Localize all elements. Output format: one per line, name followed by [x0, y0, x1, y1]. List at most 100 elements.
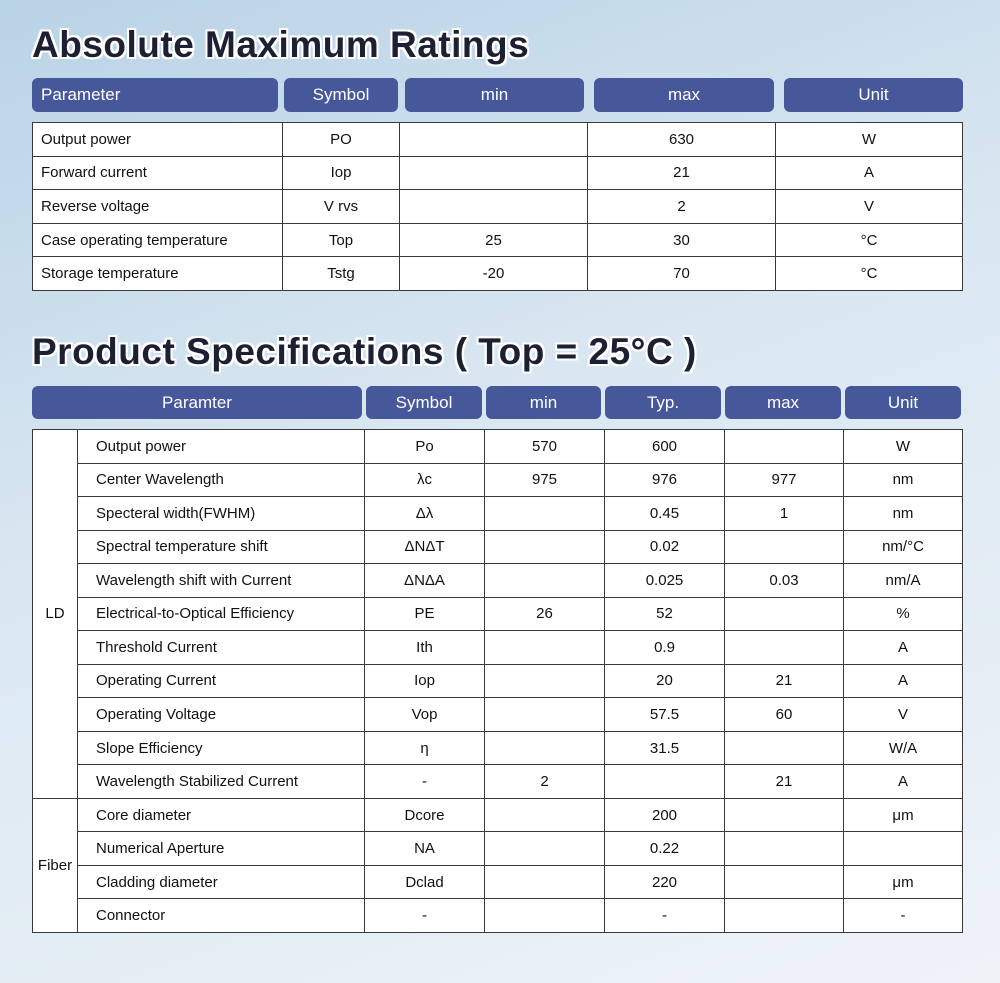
table-cell: - [364, 764, 485, 799]
table-cell: 2 [587, 189, 776, 224]
table-cell: 220 [604, 864, 725, 900]
table-cell: η [364, 730, 485, 766]
group-label: LD [32, 429, 78, 799]
table-cell: 0.02 [604, 529, 725, 565]
table-cell: Case operating temperature [32, 222, 283, 258]
table-cell: Operating Voltage [77, 697, 365, 732]
table-cell: 570 [484, 429, 605, 464]
table-cell: Forward current [32, 155, 283, 191]
table-cell: Specteral width(FWHM) [77, 496, 365, 531]
table-cell: 70 [587, 256, 776, 291]
table-cell [484, 496, 605, 531]
table-cell: Iop [282, 155, 400, 191]
header-cell: Symbol [366, 386, 482, 419]
table-cell [399, 189, 588, 224]
header-cell: Symbol [284, 78, 398, 112]
table-cell: 25 [399, 222, 588, 258]
table-cell [484, 630, 605, 665]
table-cell: NA [364, 831, 485, 866]
table-cell: 976 [604, 462, 725, 498]
table-cell: Reverse voltage [32, 189, 283, 224]
table-cell: ΔNΔA [364, 563, 485, 598]
table-cell: 0.025 [604, 563, 725, 598]
table-cell: - [604, 898, 725, 933]
table-cell: 975 [484, 462, 605, 498]
table-cell: 977 [724, 462, 844, 498]
table-cell [843, 831, 963, 866]
table-cell [724, 596, 844, 632]
table-cell: V [775, 189, 963, 224]
table-cell: 600 [604, 429, 725, 464]
table-cell: Spectral temperature shift [77, 529, 365, 565]
table-cell: nm [843, 496, 963, 531]
table-cell: 21 [724, 663, 844, 699]
section-title: Product Specifications ( Top = 25°C ) [32, 331, 697, 372]
table-cell: Dcore [364, 797, 485, 833]
table-cell: A [843, 663, 963, 699]
table-cell: 57.5 [604, 697, 725, 732]
table-cell: PO [282, 122, 400, 157]
table-cell: V rvs [282, 189, 400, 224]
table-cell [604, 764, 725, 799]
table-cell: A [775, 155, 963, 191]
table-cell: % [843, 596, 963, 632]
table-cell: 20 [604, 663, 725, 699]
table-cell: 26 [484, 596, 605, 632]
table-cell: nm/°C [843, 529, 963, 565]
header-cell: Paramter [32, 386, 362, 419]
header-cell: min [486, 386, 601, 419]
table-cell: - [364, 898, 485, 933]
table-cell: 31.5 [604, 730, 725, 766]
table-cell: 0.9 [604, 630, 725, 665]
table-cell: Output power [32, 122, 283, 157]
table-cell: W [843, 429, 963, 464]
header-cell: Parameter [32, 78, 278, 112]
header-cell: min [405, 78, 584, 112]
table-cell: Center Wavelength [77, 462, 365, 498]
table-cell [484, 563, 605, 598]
table-cell: 1 [724, 496, 844, 531]
table-cell: - [843, 898, 963, 933]
table-cell: 630 [587, 122, 776, 157]
table-cell: W [775, 122, 963, 157]
table-cell [724, 831, 844, 866]
table-cell: A [843, 764, 963, 799]
table-cell: Numerical Aperture [77, 831, 365, 866]
group-label: Fiber [32, 797, 78, 933]
table-cell: 52 [604, 596, 725, 632]
table-cell [484, 730, 605, 766]
table-cell [484, 797, 605, 833]
table-cell: Dclad [364, 864, 485, 900]
table-cell: nm [843, 462, 963, 498]
table-cell: °C [775, 256, 963, 291]
table-cell [484, 831, 605, 866]
table-cell: 0.45 [604, 496, 725, 531]
table-cell: 2 [484, 764, 605, 799]
table-cell: °C [775, 222, 963, 258]
table-cell: W/A [843, 730, 963, 766]
table-cell: -20 [399, 256, 588, 291]
table-cell: Operating Current [77, 663, 365, 699]
table-cell: Connector [77, 898, 365, 933]
table-cell: Wavelength shift with Current [77, 563, 365, 598]
table-cell: Storage temperature [32, 256, 283, 291]
table-cell: Threshold Current [77, 630, 365, 665]
table-cell: λc [364, 462, 485, 498]
table-cell: Vop [364, 697, 485, 732]
table-cell [724, 864, 844, 900]
table-cell: Δλ [364, 496, 485, 531]
table-cell: 60 [724, 697, 844, 732]
table-cell [484, 529, 605, 565]
table-cell: A [843, 630, 963, 665]
table-cell: Wavelength Stabilized Current [77, 764, 365, 799]
table-cell [399, 155, 588, 191]
table-cell [484, 864, 605, 900]
table-cell: Cladding diameter [77, 864, 365, 900]
header-cell: Unit [784, 78, 963, 112]
table-cell [724, 630, 844, 665]
table-cell: 0.03 [724, 563, 844, 598]
table-cell [724, 797, 844, 833]
table-cell [724, 529, 844, 565]
table-cell: Tstg [282, 256, 400, 291]
